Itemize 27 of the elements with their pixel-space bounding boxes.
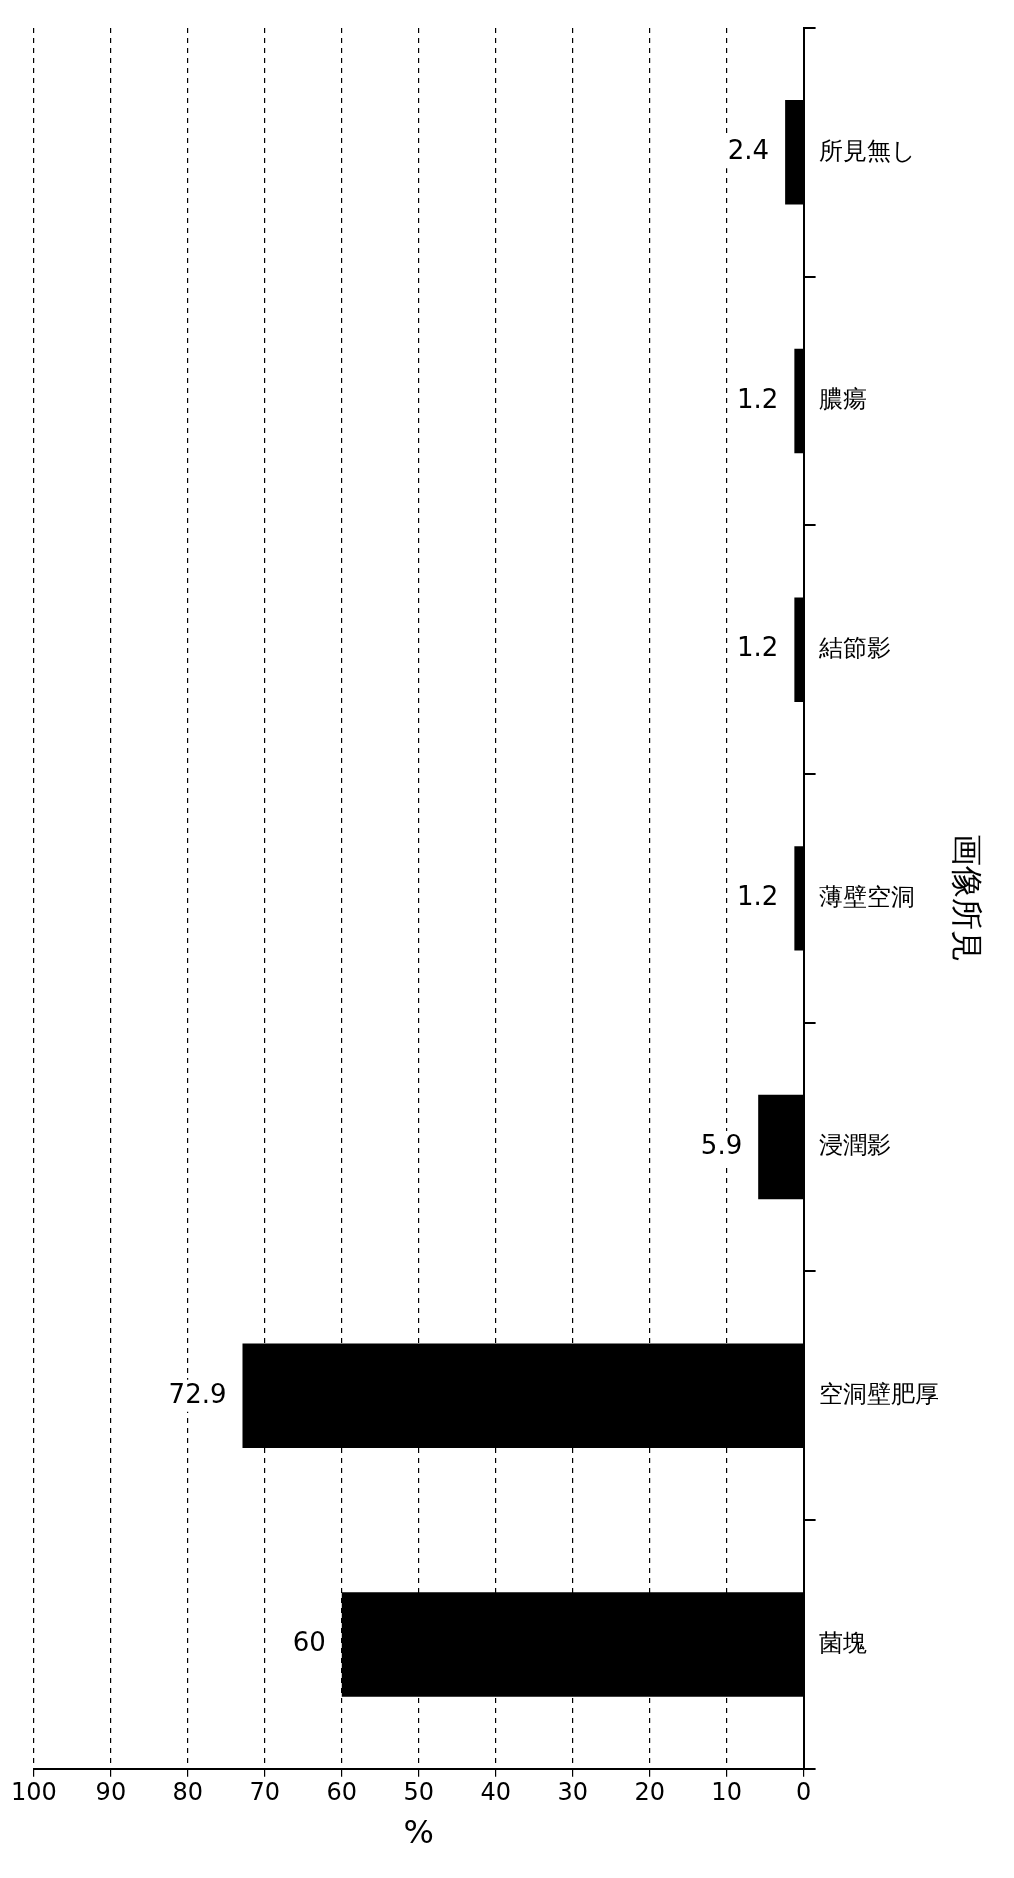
x-tick-label: 70 <box>249 1778 281 1807</box>
x-tick-label: 10 <box>711 1778 742 1807</box>
data-label: 1.2 <box>737 383 779 414</box>
x-axis-title: % <box>403 1813 434 1852</box>
x-tick-label: 0 <box>795 1778 812 1807</box>
data-label: 1.2 <box>737 881 779 912</box>
y-tick-label: 結節影 <box>817 633 891 662</box>
x-tick-label: 30 <box>557 1778 588 1807</box>
y-tick-label: 薄壁空洞 <box>818 882 915 911</box>
data-label: 60 <box>292 1627 326 1658</box>
y-tick-label: 菌塊 <box>818 1628 867 1657</box>
y-tick-label: 浸潤影 <box>818 1131 891 1160</box>
data-label: 2.4 <box>727 135 770 166</box>
data-label: 1.2 <box>737 632 779 663</box>
x-tick-label: 80 <box>172 1778 204 1807</box>
x-tick-label: 90 <box>95 1778 127 1807</box>
x-tick-label: 60 <box>326 1778 358 1807</box>
data-label: 5.9 <box>700 1129 743 1160</box>
x-tick-label: 20 <box>634 1778 665 1807</box>
y-tick-label: 膿瘍 <box>818 385 867 414</box>
data-label: 72.9 <box>168 1378 227 1409</box>
y-tick-label: 空洞壁肥厚 <box>818 1380 939 1409</box>
x-tick-label: 100 <box>11 1778 57 1807</box>
y-tick-label: 所見無し <box>818 136 916 165</box>
x-tick-label: 50 <box>403 1778 435 1807</box>
y-axis-title: 画像所見 <box>948 834 987 963</box>
x-tick-label: 40 <box>480 1778 511 1807</box>
